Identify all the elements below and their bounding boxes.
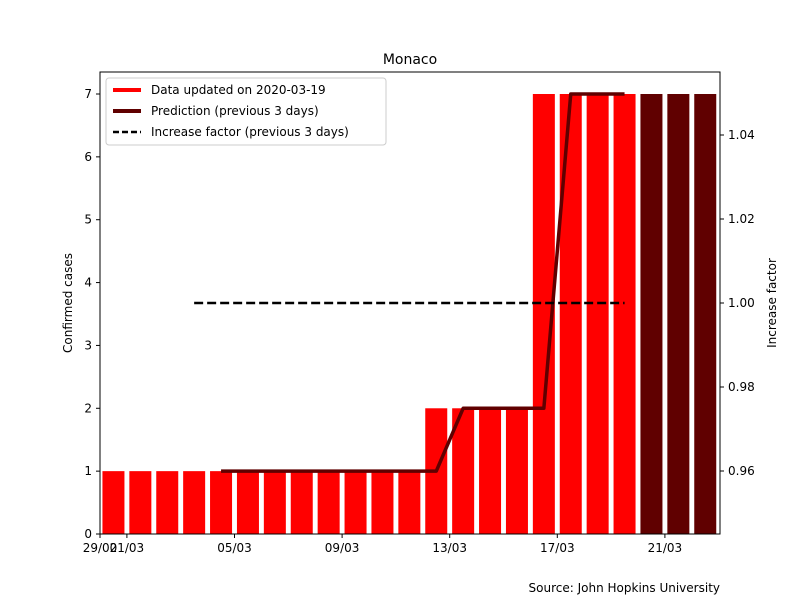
legend-label: Data updated on 2020-03-19: [151, 83, 326, 97]
bar: [371, 471, 394, 534]
bar: [505, 408, 528, 534]
legend: Data updated on 2020-03-19 Prediction (pr…: [105, 77, 387, 146]
source-note: Source: John Hopkins University: [529, 581, 720, 595]
bar: [183, 471, 206, 534]
bar: [344, 471, 367, 534]
y-right-tick-label: 0.98: [728, 380, 755, 394]
bar: [290, 471, 313, 534]
y-left-tick-label: 6: [84, 150, 92, 164]
bar: [452, 408, 475, 534]
legend-box: [105, 77, 387, 146]
bar: [156, 471, 179, 534]
y-left-tick-label: 7: [84, 87, 92, 101]
prediction-line: [221, 92, 625, 473]
y-right-tick-label: 1.02: [728, 212, 755, 226]
bar: [559, 94, 582, 534]
bar: [317, 471, 340, 534]
y-axis-left-label: Confirmed cases: [61, 253, 75, 353]
bars-layer: [102, 94, 717, 534]
bar: [667, 94, 690, 534]
bar: [613, 94, 636, 534]
x-tick-label: 17/03: [540, 541, 575, 555]
y-right-tick-label: 0.96: [728, 464, 755, 478]
bar: [398, 471, 421, 534]
y-left-tick-label: 1: [84, 464, 92, 478]
bar: [236, 471, 259, 534]
y-right-tick-label: 1.04: [728, 128, 755, 142]
y-left-tick-label: 2: [84, 401, 92, 415]
y-left-tick-label: 4: [84, 276, 92, 290]
y-left-tick-label: 5: [84, 213, 92, 227]
bar: [694, 94, 717, 534]
bar: [640, 94, 663, 534]
x-tick-label: 13/03: [432, 541, 467, 555]
x-tick-label: 05/03: [217, 541, 252, 555]
bar: [586, 94, 609, 534]
y-left-tick-label: 3: [84, 338, 92, 352]
bar: [102, 471, 125, 534]
bar: [532, 94, 555, 534]
y-left-tick-label: 0: [84, 527, 92, 541]
legend-label: Increase factor (previous 3 days): [151, 125, 349, 139]
x-tick-label: 01/03: [110, 541, 145, 555]
y-axis-right-label: Increase factor: [765, 258, 779, 348]
legend-label: Prediction (previous 3 days): [151, 104, 319, 118]
bar: [479, 408, 502, 534]
bar: [129, 471, 152, 534]
lines-layer: [194, 92, 625, 473]
x-tick-label: 29/02: [83, 541, 118, 555]
x-tick-label: 09/03: [325, 541, 360, 555]
y-right-tick-label: 1.00: [728, 296, 755, 310]
x-tick-label: 21/03: [648, 541, 683, 555]
bar: [263, 471, 286, 534]
chart-title: Monaco: [383, 52, 437, 68]
bar: [210, 471, 233, 534]
